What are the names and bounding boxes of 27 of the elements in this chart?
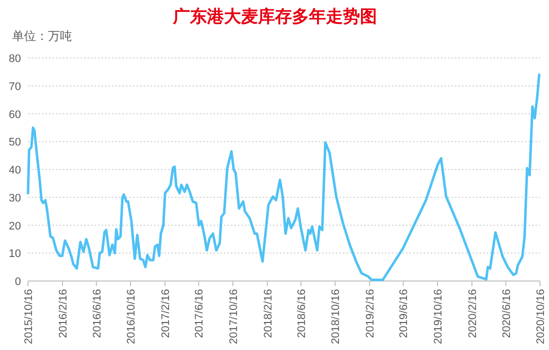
ytick: 70 xyxy=(8,80,21,93)
xtick: 2016/10/16 xyxy=(126,289,138,344)
xtick: 2018/2/16 xyxy=(262,289,274,338)
ytick: 10 xyxy=(8,248,21,260)
ytick: 20 xyxy=(8,220,21,232)
xtick: 2015/10/16 xyxy=(23,289,35,344)
xtick: 2016/2/16 xyxy=(57,289,70,338)
xtick: 2019/2/16 xyxy=(364,289,377,338)
ytick: 30 xyxy=(8,192,21,204)
xtick: 2016/6/16 xyxy=(91,289,104,338)
xtick: 2020/6/16 xyxy=(500,289,513,338)
ytick: 60 xyxy=(8,108,21,121)
xtick: 2019/10/16 xyxy=(432,289,444,344)
ytick: 80 xyxy=(8,53,21,65)
ytick: 50 xyxy=(8,136,21,149)
xtick: 2020/10/16 xyxy=(535,289,547,344)
xtick: 2019/6/16 xyxy=(398,289,410,338)
ytick: 40 xyxy=(8,164,21,176)
ylabel: 单位：万吨 xyxy=(12,29,72,43)
ytick: 0 xyxy=(14,276,21,288)
xtick: 2017/2/16 xyxy=(160,289,172,338)
title: 广东港大麦库存多年走势图 xyxy=(173,7,377,26)
xtick: 2017/6/16 xyxy=(194,289,206,338)
xtick: 2020/2/16 xyxy=(466,289,479,338)
xtick: 2018/6/16 xyxy=(296,289,308,338)
xtick: 2017/10/16 xyxy=(228,289,240,344)
xtick: 2018/10/16 xyxy=(330,289,342,344)
